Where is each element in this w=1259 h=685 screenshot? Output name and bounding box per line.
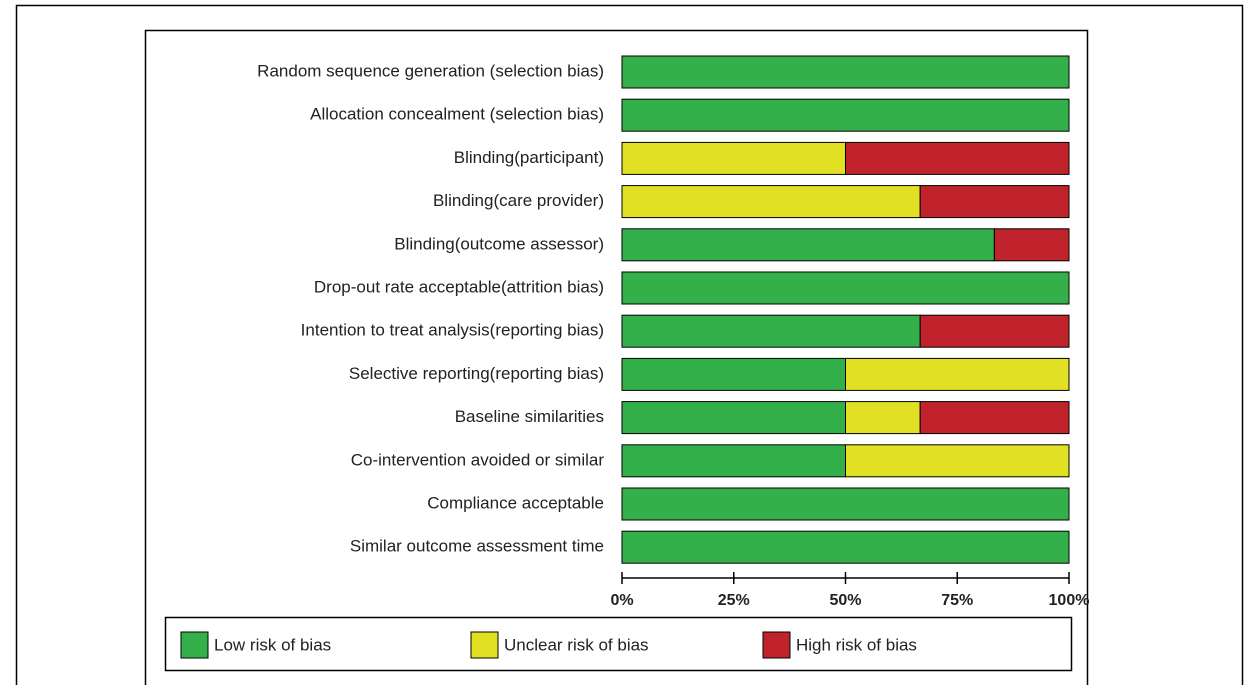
x-tick-label: 75% [941,592,973,609]
bar-segment [621,357,846,391]
bar-segment [845,401,921,435]
outer-frame [15,4,1244,685]
bar-segment [621,314,921,348]
legend-frame [164,616,1073,672]
bar-segment [919,401,1070,435]
y-tick-label: Compliance acceptable [427,493,604,512]
bar-segment [845,444,1070,478]
bar-segment [621,530,1070,564]
y-tick-label: Intention to treat analysis(reporting bi… [301,321,604,340]
legend-swatch [180,631,209,659]
y-tick-label: Drop-out rate acceptable(attrition bias) [314,277,604,296]
legend-swatch [470,631,499,659]
y-tick-label: Blinding(participant) [454,148,604,167]
figure-frame [144,29,1089,685]
bar-segment [621,98,1070,132]
y-tick-label: Allocation concealment (selection bias) [310,105,604,124]
y-tick-label: Selective reporting(reporting bias) [349,364,604,383]
y-tick-label: Baseline similarities [455,407,604,426]
bar-segment [621,271,1070,305]
legend-label: High risk of bias [796,635,917,654]
x-tick-label: 25% [718,592,750,609]
bar-segment [845,141,1070,175]
legend-label: Low risk of bias [214,635,331,654]
bar-segment [919,185,1070,219]
bar-segment [621,55,1070,89]
y-tick-label: Co-intervention avoided or similar [351,450,605,469]
legend-label: Unclear risk of bias [504,635,649,654]
bar-segment [621,228,995,262]
bar-segment [919,314,1070,348]
bar-segment [621,141,846,175]
y-tick-label: Blinding(outcome assessor) [394,234,604,253]
bar-segment [845,357,1070,391]
legend-swatch [762,631,791,659]
bar-segment [621,444,846,478]
x-tick-label: 100% [1049,592,1090,609]
y-tick-label: Similar outcome assessment time [350,537,604,556]
x-tick-label: 50% [829,592,861,609]
bar-segment [621,185,921,219]
x-tick-label: 0% [610,592,633,609]
y-tick-label: Random sequence generation (selection bi… [257,61,604,80]
bar-segment [993,228,1070,262]
y-tick-label: Blinding(care provider) [433,191,604,210]
bar-segment [621,487,1070,521]
bar-segment [621,401,846,435]
